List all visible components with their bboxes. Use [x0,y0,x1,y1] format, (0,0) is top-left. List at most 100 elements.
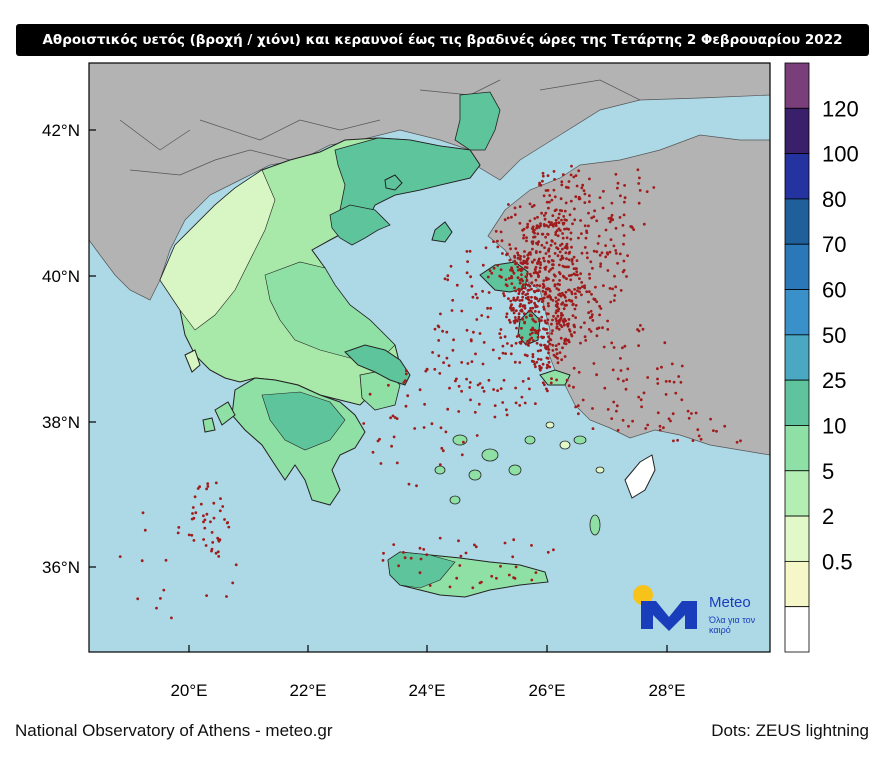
lightning-dot [542,335,545,339]
lightning-dot [542,214,546,217]
lightning-dot [570,258,574,261]
lightning-dot [574,292,577,296]
legend-label: 50 [822,323,846,348]
lightning-dot [576,404,580,407]
lightning-dot [658,424,662,428]
lightning-dot [221,505,225,508]
lightning-dot [615,404,619,408]
legend-label: 120 [822,96,859,121]
lightning-dot [697,434,701,438]
lightning-dot [513,259,517,263]
lightning-dot [539,349,542,352]
lightning-dot [696,428,700,431]
lightning-dot [639,324,642,327]
lightning-dot [502,292,505,295]
lightning-dot [621,346,624,350]
lightning-dot [569,278,573,282]
lightning-dot [614,172,618,176]
lightning-dot [504,283,508,286]
lightning-dot [528,219,532,223]
lightning-dot [565,277,568,281]
lightning-dot [547,260,551,264]
lightning-dot [561,301,565,305]
lightning-dot [443,277,447,281]
lightning-dot [451,348,455,352]
lightning-dot [451,298,455,302]
lightning-dot [619,357,622,360]
lightning-dot [578,197,582,201]
lightning-dot [538,319,541,323]
lightning-dot [549,338,553,342]
lightning-dot [508,258,512,262]
lightning-dot [522,304,525,307]
lightning-dot [552,188,556,192]
lightning-dot [573,331,576,334]
lightning-dot [561,346,564,350]
lightning-dot [549,381,553,385]
lightning-dot [216,536,220,540]
lightning-dot [613,294,617,297]
lightning-dot [502,294,506,298]
lightning-dot [642,391,646,395]
lightning-dot [392,543,396,546]
lightning-dot [632,228,636,232]
lightning-dot [642,222,646,226]
lightning-dot [425,553,429,557]
lightning-dot [404,372,408,376]
lightning-dot [516,265,520,269]
lightning-dot [583,224,587,228]
lightning-dot [556,302,560,306]
lightning-dot [588,290,591,294]
lightning-dot [611,287,614,291]
lightning-dot [637,395,641,399]
lightning-dot [433,327,437,331]
lightning-dot [612,244,616,248]
lightning-dot [572,175,576,179]
lightning-dot [558,351,562,354]
lightning-dot [495,576,498,580]
lightning-dot [520,326,523,330]
lightning-dot [187,533,191,537]
lightning-dot [438,463,442,467]
lightning-dot [428,584,432,587]
legend-swatch [784,425,810,472]
lightning-dot [524,283,528,286]
lightning-dot [526,257,529,261]
lightning-dot [209,520,212,524]
lightning-dot [559,229,562,232]
lightning-dot [582,189,586,193]
lightning-dot [460,389,463,393]
lightning-dot [588,276,592,280]
lightning-dot [529,300,533,304]
lightning-dot [574,316,577,319]
lightning-dot [699,437,703,441]
legend-label: 80 [822,187,846,212]
lightning-dot [557,221,561,225]
lightning-dot [658,428,662,432]
lightning-dot [548,342,552,346]
lightning-dot [454,379,457,383]
lightning-dot [595,300,599,304]
lightning-dot [590,292,593,296]
lightning-dot [580,251,584,255]
lightning-dot [523,250,526,253]
lightning-dot [676,438,679,442]
logo-slogan: Όλα για τον καιρό [709,615,756,635]
lightning-dot [584,339,588,342]
lightning-dot [614,249,618,252]
lightning-dot [569,199,573,203]
lightning-dot [667,417,671,421]
lightning-dot [446,274,450,278]
lightning-dot [437,354,441,358]
lightning-dot [545,328,549,331]
lightning-dot [669,419,672,423]
lightning-dot [529,313,532,317]
lightning-dot [583,284,586,288]
lightning-dot [546,550,550,554]
lightning-dot [551,318,554,322]
lightning-dot [558,279,561,282]
lightning-dot [473,410,477,414]
lightning-dot [193,495,197,499]
lightning-dot [555,229,559,233]
